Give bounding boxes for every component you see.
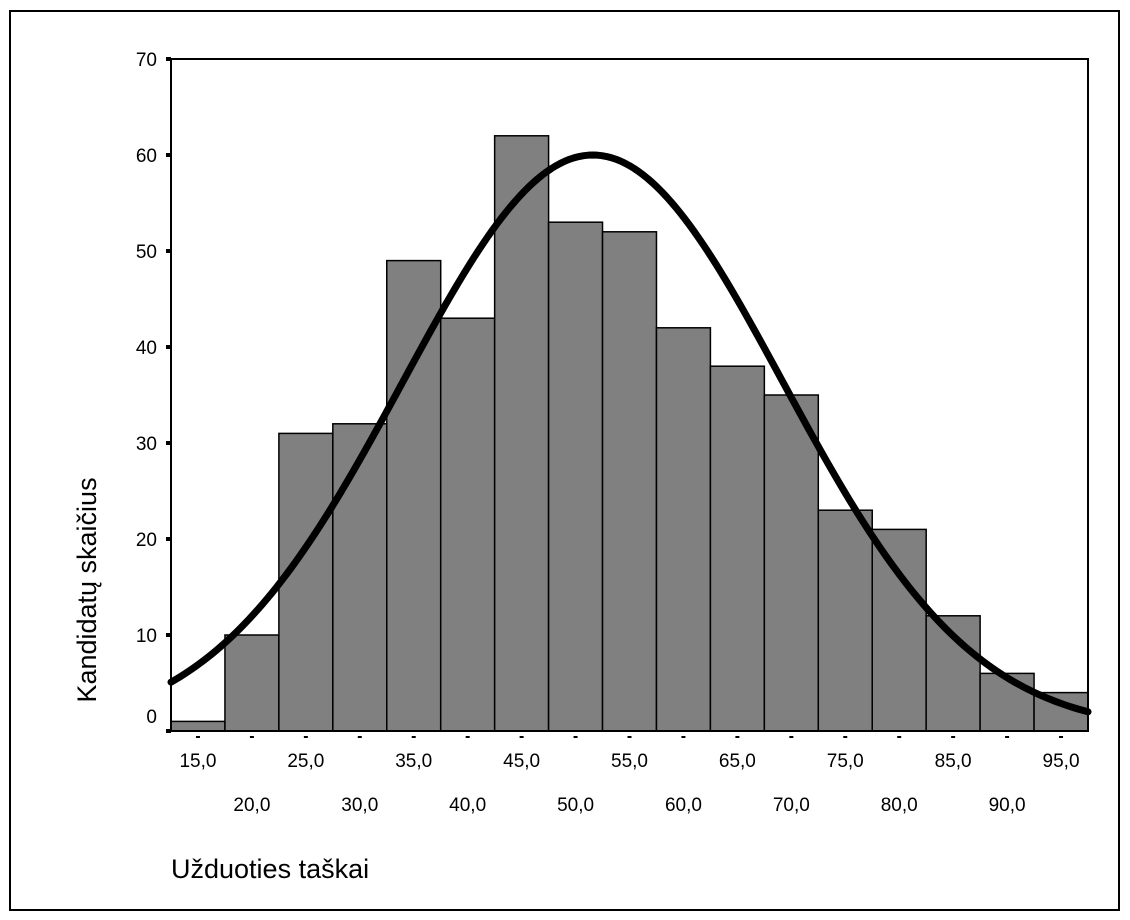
y-tick-label: 50	[136, 242, 157, 263]
histogram-bar	[601, 231, 658, 732]
histogram-bar	[278, 432, 334, 732]
x-tick-label: 60,0	[665, 795, 702, 816]
y-tick-label: 60	[136, 146, 157, 167]
x-tick-label: 40,0	[449, 795, 486, 816]
y-tick-label: 70	[136, 50, 157, 71]
histogram-bar	[439, 317, 496, 732]
y-axis-title: Kandidatų skaičius	[72, 477, 102, 702]
histogram-bar	[709, 365, 766, 732]
x-tick-label: 35,0	[395, 751, 432, 772]
histogram-bar	[817, 509, 873, 732]
x-tick-label: 70,0	[773, 795, 810, 816]
histogram-bar	[493, 135, 550, 732]
y-tick-label: 0	[146, 707, 157, 728]
x-tick-label: 20,0	[233, 795, 270, 816]
x-tick-label: 90,0	[989, 795, 1026, 816]
x-tick-label: 95,0	[1043, 751, 1080, 772]
histogram-bar	[386, 259, 442, 732]
x-axis-ticks: 15,0 25,0 35,0 45,0 55,0 65,0 75,0 85,0 95,0 20,0…	[179, 736, 1080, 816]
bars-group	[170, 135, 1089, 732]
y-tick-label: 20	[136, 530, 157, 551]
normal-curve	[167, 151, 1092, 716]
x-axis-title: Užduoties taškai	[171, 854, 369, 884]
histogram-bar	[871, 528, 927, 732]
y-tick-label: 30	[136, 434, 157, 455]
plot-area-border	[170, 58, 1089, 732]
x-tick-label: 80,0	[881, 795, 918, 816]
histogram-bar	[224, 634, 280, 732]
histogram-bar	[170, 720, 226, 732]
y-tick-label: 40	[136, 338, 157, 359]
x-tick-label: 15,0	[179, 751, 216, 772]
histogram-bar	[655, 327, 712, 732]
histogram-bar	[763, 394, 820, 732]
histogram-bar	[979, 672, 1035, 732]
histogram-bar	[547, 221, 604, 732]
x-tick-label: 55,0	[611, 751, 648, 772]
x-tick-label: 85,0	[935, 751, 972, 772]
x-tick-label: 75,0	[827, 751, 864, 772]
x-tick-label: 25,0	[287, 751, 324, 772]
x-tick-label: 45,0	[503, 751, 540, 772]
x-tick-label: 50,0	[557, 795, 594, 816]
histogram-bar	[332, 423, 388, 732]
y-axis-ticks: 0 10 20 30 40 50 60 70	[136, 50, 171, 733]
x-tick-label: 30,0	[341, 795, 378, 816]
y-tick-label: 10	[136, 626, 157, 647]
x-tick-label: 65,0	[719, 751, 756, 772]
